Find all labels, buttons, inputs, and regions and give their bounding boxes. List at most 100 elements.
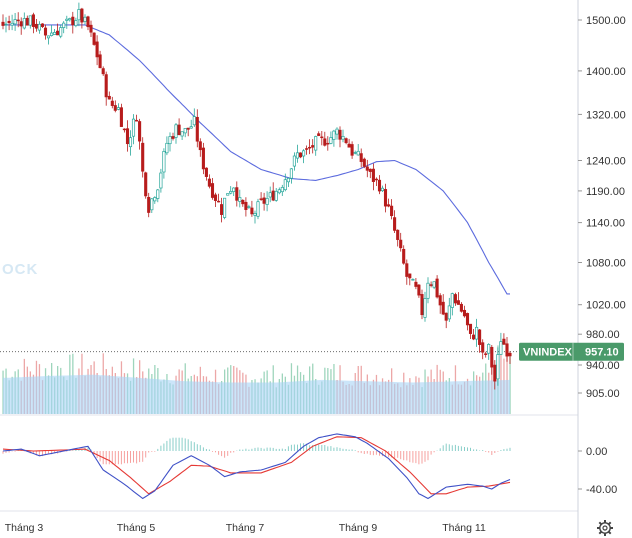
candle — [25, 15, 29, 26]
macd-histogram-bar — [205, 449, 207, 451]
candle-body — [374, 178, 378, 181]
candle — [65, 15, 69, 29]
time-tick-label: Tháng 11 — [442, 522, 486, 534]
price-tick-label: 1020.00 — [586, 300, 626, 312]
candle — [4, 17, 8, 33]
candle-body — [56, 30, 60, 36]
candle-body — [405, 263, 409, 277]
candle — [356, 144, 360, 156]
macd-histogram-bar — [375, 451, 377, 455]
candle — [250, 200, 254, 217]
candle-body — [171, 136, 175, 139]
candle — [128, 130, 133, 156]
candle — [450, 292, 454, 316]
candle-body — [259, 198, 263, 200]
candle — [43, 24, 48, 40]
candle — [438, 293, 442, 314]
candle — [496, 347, 500, 386]
candle-body — [298, 152, 303, 158]
candle — [311, 139, 315, 154]
candle — [95, 35, 99, 66]
macd-histogram-bar — [215, 451, 216, 453]
candle-body — [150, 198, 154, 211]
candle-body — [438, 295, 442, 306]
macd-histogram-bar — [181, 437, 183, 451]
candle-body — [131, 118, 136, 137]
candle — [177, 118, 181, 136]
candle — [484, 351, 488, 358]
candle-body — [244, 201, 248, 210]
candle-body — [347, 143, 351, 148]
macd-histogram-bar — [300, 443, 301, 451]
macd-histogram-bar — [218, 451, 220, 455]
macd-histogram-bar — [5, 451, 7, 453]
candle-body — [444, 312, 448, 321]
candle-body — [80, 8, 84, 23]
macd-histogram-bar — [379, 451, 380, 456]
macd-histogram-bar — [133, 451, 134, 463]
candle-body — [289, 168, 293, 179]
macd-histogram-bar — [233, 451, 235, 453]
candle-body — [107, 95, 111, 100]
candle-body — [456, 300, 460, 305]
macd-histogram-bar — [397, 451, 399, 458]
macd-histogram-bar — [476, 449, 478, 451]
candle-body — [435, 278, 439, 298]
candle — [207, 174, 211, 189]
macd-histogram-bar — [345, 449, 347, 451]
candle — [405, 259, 409, 285]
candle-body — [432, 281, 436, 288]
macd-histogram-bar — [69, 450, 71, 451]
macd-histogram-bar — [163, 443, 165, 451]
candle-body — [59, 27, 63, 37]
macd-signal-line — [2, 436, 511, 495]
candle — [159, 168, 163, 193]
macd-histogram-bar — [297, 444, 298, 451]
candle-body — [277, 189, 281, 194]
candle-body — [207, 178, 211, 187]
candle — [508, 351, 512, 364]
candle-body — [380, 187, 385, 192]
settings-gear-icon[interactable] — [597, 520, 613, 536]
candle — [162, 148, 166, 179]
time-tick-label: Tháng 3 — [5, 522, 44, 534]
candle — [122, 128, 126, 133]
macd-histogram-bar — [148, 451, 150, 453]
macd-histogram-bar — [284, 449, 286, 451]
candle — [22, 12, 26, 30]
candle — [335, 127, 339, 140]
candle-body — [19, 21, 23, 27]
macd-line — [2, 433, 511, 500]
candle-body — [399, 239, 403, 249]
macd-histogram-bar — [75, 449, 77, 451]
candle — [320, 131, 324, 146]
candle — [441, 294, 445, 316]
price-tick-label: 1240.00 — [586, 156, 626, 168]
candle-body — [311, 145, 315, 148]
macd-histogram-bar — [363, 451, 365, 454]
price-tick-label: 905.00 — [586, 388, 620, 400]
price-tick-label: 1500.00 — [586, 15, 626, 27]
macd-histogram-bar — [318, 444, 320, 451]
candle — [165, 136, 169, 156]
price-tick-label: 1320.00 — [586, 109, 626, 121]
macd-histogram-bar — [239, 449, 241, 451]
macd-histogram-bar — [139, 451, 141, 463]
candle — [326, 136, 330, 151]
candle — [393, 210, 397, 233]
macd-histogram-bar — [482, 450, 484, 451]
candle — [113, 100, 117, 113]
macd-histogram-bar — [342, 448, 344, 451]
candle — [490, 345, 494, 375]
macd-histogram-bar — [8, 451, 10, 453]
macd-histogram-bar — [287, 446, 289, 451]
candle-body — [271, 190, 275, 201]
candle — [383, 183, 388, 213]
candle-body — [229, 191, 233, 194]
macd-histogram-bar — [257, 447, 259, 451]
candle-body — [317, 133, 321, 136]
candle-body — [153, 197, 157, 202]
macd-histogram-bar — [260, 447, 262, 451]
candle-body — [201, 147, 205, 170]
macd-histogram-bar — [278, 448, 280, 451]
